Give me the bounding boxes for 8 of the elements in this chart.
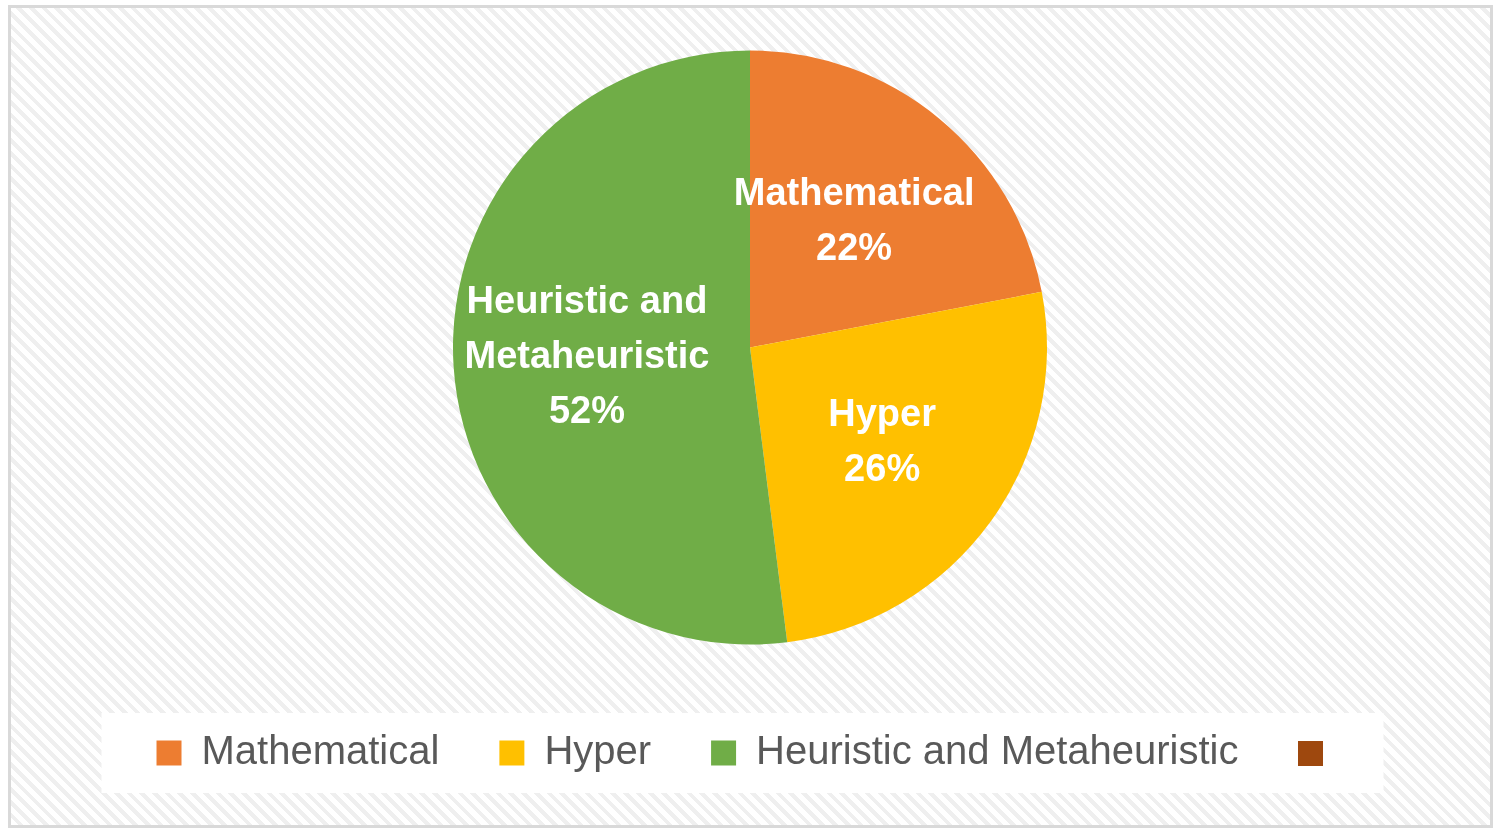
slice-label: Hyper (828, 392, 937, 435)
data-label: 26% (844, 447, 921, 490)
slice-label: Heuristic and Metaheuristic (464, 279, 710, 377)
data-label: 52% (548, 389, 625, 432)
legend-label: Hyper (544, 728, 652, 773)
data-label: 22% (816, 225, 893, 268)
legend-label: Heuristic and Metaheuristic (756, 728, 1239, 773)
legend-label: Mathematical (201, 728, 440, 773)
